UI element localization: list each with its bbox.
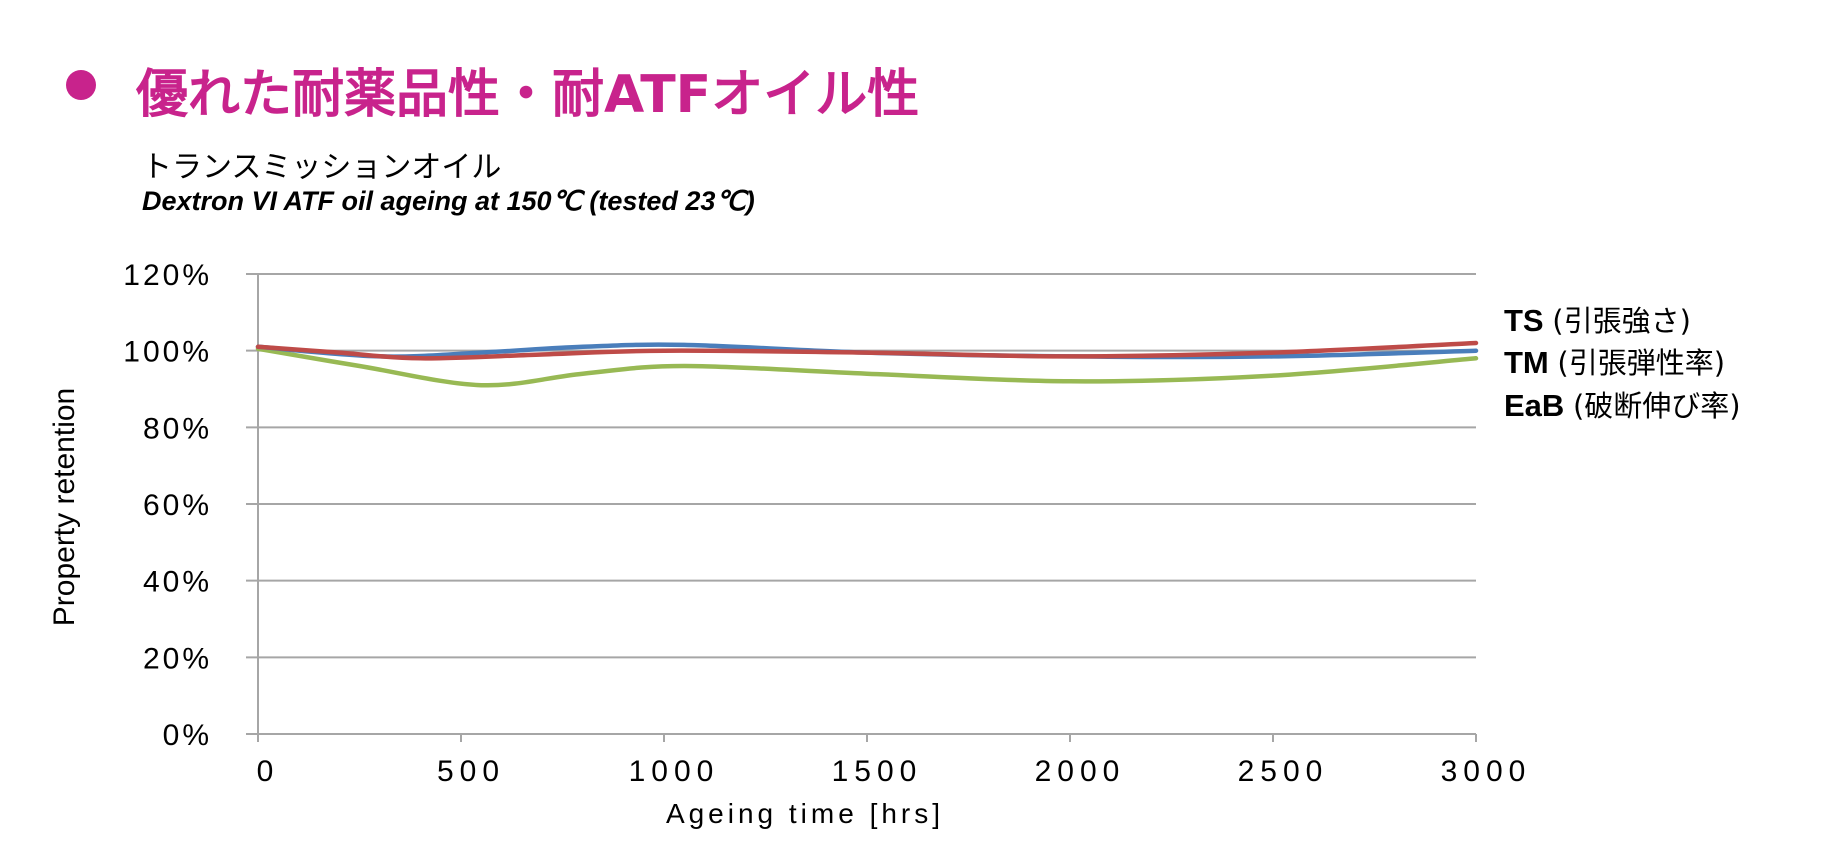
page-title: 優れた耐薬品性・耐ATFオイル性: [136, 65, 920, 125]
x-axis-label: Ageing time [hrs]: [666, 798, 944, 829]
series-lines: [255, 340, 1479, 388]
series-line-eab: [255, 346, 1479, 388]
x-tick-label: 2500: [1238, 755, 1329, 788]
x-tick-label: 2000: [1035, 755, 1126, 788]
y-tick-label: 40%: [143, 566, 212, 599]
x-tick-label: 1000: [629, 755, 720, 788]
y-tick-label: 100%: [123, 336, 212, 369]
y-tick-label: 120%: [123, 259, 212, 292]
legend-desc: (引張弾性率): [1557, 346, 1726, 380]
legend-key: TS: [1504, 303, 1544, 338]
y-tick-label: 60%: [143, 489, 212, 522]
grid-lines: [246, 273, 1477, 742]
legend-item-eab: EaB (破断伸び率): [1504, 383, 1741, 425]
heading-bullet: [66, 70, 96, 100]
y-tick-labels: 0% 20% 40% 60% 80% 100% 120%: [123, 259, 212, 752]
legend-key: TM: [1504, 345, 1549, 380]
y-axis-label: Property retention: [48, 388, 81, 626]
y-tick-label: 20%: [143, 642, 212, 675]
x-tick-labels: 0 500 1000 1500 2000 2500 3000: [257, 755, 1532, 788]
legend-key: EaB: [1504, 388, 1565, 423]
y-tick-label: 80%: [143, 412, 212, 445]
legend-item-tm: TM (引張弾性率): [1504, 340, 1725, 382]
x-tick-label: 0: [257, 755, 280, 788]
legend-desc: (引張強さ): [1552, 304, 1691, 338]
chart-subtitle-ja: トランスミッションオイル: [142, 150, 502, 185]
legend-desc: (破断伸び率): [1572, 389, 1741, 423]
series-line-tm: [255, 340, 1479, 361]
y-tick-label: 0%: [163, 719, 212, 752]
x-tick-label: 1500: [832, 755, 923, 788]
x-tick-label: 3000: [1441, 755, 1532, 788]
series-line-ts: [255, 342, 1479, 360]
x-tick-label: 500: [437, 755, 505, 788]
chart-subtitle-en: Dextron VI ATF oil ageing at 150℃ (teste…: [142, 186, 755, 216]
legend-item-ts: TS (引張強さ): [1504, 298, 1691, 340]
